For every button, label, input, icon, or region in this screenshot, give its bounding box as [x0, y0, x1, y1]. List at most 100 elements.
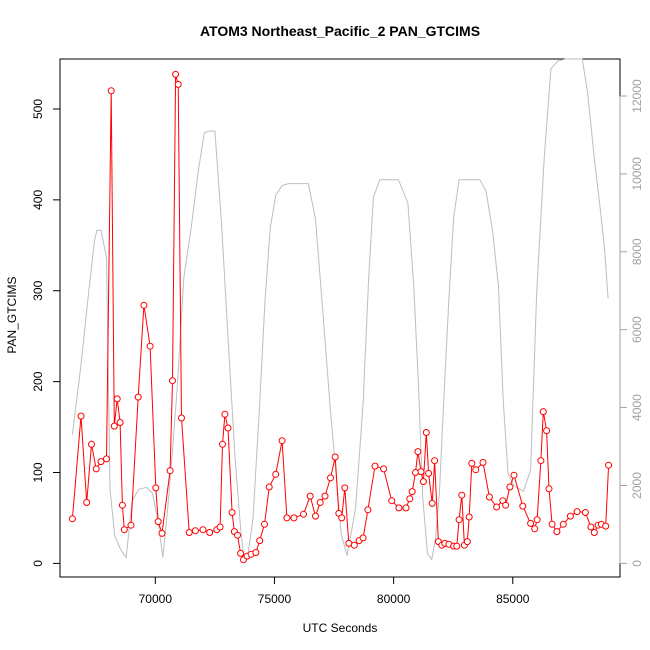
- data-point: [428, 499, 436, 507]
- data-point: [221, 410, 229, 418]
- data-point: [559, 520, 567, 528]
- data-point: [118, 501, 126, 509]
- data-point: [327, 474, 334, 482]
- data-point: [519, 502, 527, 510]
- y-tick-label: 200: [31, 371, 45, 391]
- data-point: [543, 427, 551, 435]
- data-point: [166, 467, 174, 475]
- data-point: [510, 471, 518, 479]
- data-point: [548, 520, 556, 528]
- data-point: [146, 342, 154, 350]
- data-point: [431, 457, 439, 465]
- data-point: [455, 516, 463, 524]
- data-point: [402, 504, 410, 512]
- data-point: [172, 70, 180, 78]
- y-axis-label: PAN_GTCIMS: [5, 276, 19, 353]
- x-tick-label: 85000: [496, 592, 530, 606]
- data-point: [341, 484, 349, 492]
- data-point: [472, 466, 480, 474]
- data-point: [300, 510, 307, 518]
- data-point: [321, 492, 329, 500]
- data-point: [605, 461, 613, 469]
- data-point: [265, 483, 273, 491]
- data-point: [116, 419, 124, 426]
- data-point: [380, 465, 388, 473]
- data-point: [531, 525, 539, 533]
- data-point: [290, 514, 298, 522]
- data-point: [408, 488, 416, 496]
- data-point: [566, 512, 574, 520]
- data-point: [331, 453, 339, 461]
- data-point: [107, 87, 115, 95]
- data-point: [110, 422, 118, 430]
- data-point: [406, 495, 414, 503]
- y2-tick-label: 12000: [630, 79, 644, 113]
- data-point: [191, 527, 199, 535]
- data-point: [261, 520, 268, 528]
- data-point: [216, 523, 224, 531]
- data-point: [154, 518, 162, 526]
- data-point: [419, 478, 427, 486]
- y-tick-label: 300: [31, 280, 45, 300]
- data-point: [237, 549, 245, 557]
- y2-tick-label: 2000: [630, 472, 644, 499]
- data-point: [545, 485, 553, 493]
- data-point: [359, 534, 367, 542]
- y-tick-label: 400: [31, 190, 45, 210]
- data-point: [92, 465, 100, 473]
- x-axis-label: UTC Seconds: [303, 621, 378, 635]
- data-point: [573, 508, 581, 516]
- y-tick-label: 0: [31, 560, 45, 567]
- data-point: [602, 522, 610, 530]
- y2-tick-label: 4000: [630, 394, 644, 421]
- data-point: [127, 521, 135, 529]
- data-point: [97, 458, 105, 466]
- data-point: [506, 483, 514, 491]
- y2-tick-label: 6000: [630, 316, 644, 343]
- data-point: [77, 412, 85, 420]
- y2-tick-label: 0: [630, 560, 644, 567]
- data-point: [312, 512, 319, 520]
- data-point: [152, 484, 160, 492]
- data-point: [134, 393, 142, 401]
- data-point: [414, 448, 422, 456]
- y-tick-label: 500: [31, 99, 45, 119]
- data-point: [458, 491, 466, 499]
- data-point: [338, 514, 346, 522]
- data-point: [465, 513, 473, 521]
- x-tick-label: 75000: [258, 592, 292, 606]
- data-point: [422, 429, 430, 436]
- data-point: [113, 395, 121, 403]
- data-point: [453, 542, 461, 550]
- data-point: [88, 440, 95, 448]
- y-tick-label: 100: [31, 462, 45, 482]
- data-point: [278, 437, 286, 445]
- data-point: [371, 462, 379, 470]
- data-point: [539, 408, 547, 416]
- data-point: [272, 470, 280, 478]
- x-tick-label: 70000: [139, 592, 173, 606]
- data-point: [395, 504, 403, 512]
- data-point: [463, 538, 471, 546]
- data-point: [224, 424, 232, 432]
- data-point: [234, 531, 241, 539]
- data-point: [158, 529, 166, 537]
- data-point: [485, 493, 493, 501]
- data-point: [417, 468, 425, 476]
- data-point: [502, 501, 510, 509]
- data-point: [553, 528, 561, 536]
- data-point: [252, 549, 260, 556]
- data-point: [533, 516, 541, 524]
- data-point: [185, 529, 193, 536]
- data-point: [581, 509, 589, 516]
- data-point: [587, 523, 595, 531]
- data-point: [425, 469, 433, 477]
- data-point: [527, 519, 535, 527]
- series-layer: [68, 58, 613, 564]
- data-point: [412, 469, 419, 476]
- data-point: [537, 457, 545, 465]
- data-point: [68, 515, 76, 523]
- data-point: [283, 514, 291, 522]
- data-point: [103, 455, 110, 463]
- data-point: [228, 509, 236, 516]
